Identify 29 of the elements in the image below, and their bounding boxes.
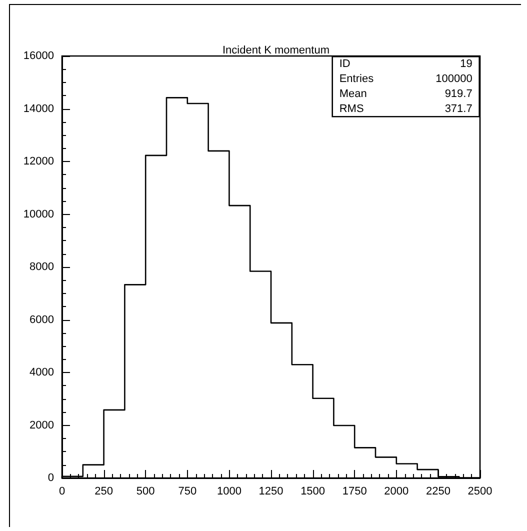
y-tick-label: 6000	[30, 314, 54, 326]
y-tick-label: 4000	[30, 366, 54, 378]
y-tick-label: 2000	[30, 419, 54, 432]
y-tick-label: 8000	[30, 261, 54, 273]
chart-title: Incident K momentum	[222, 44, 330, 56]
x-tick-label: 500	[136, 486, 155, 498]
x-tick-label: 250	[94, 486, 113, 498]
y-tick-label: 10000	[23, 208, 54, 220]
y-tick-label: 14000	[23, 102, 54, 115]
annotation: 19	[460, 58, 472, 70]
x-tick-label: 2500	[468, 486, 492, 498]
x-tick-label: 750	[178, 486, 197, 498]
annotation: 919.7	[444, 88, 472, 100]
x-tick-label: 1250	[258, 486, 284, 498]
annotation: Entries	[339, 73, 374, 86]
y-tick-label: 0	[48, 472, 54, 484]
annotation: 100000	[436, 73, 472, 86]
y-tick-label: 12000	[23, 156, 54, 168]
x-tick-label: 1000	[216, 486, 242, 498]
x-tick-label: 1750	[342, 486, 367, 498]
annotation: ID	[339, 58, 350, 70]
annotation: 371.7	[444, 103, 472, 116]
x-tick-label: 2000	[384, 486, 409, 498]
annotation: Mean	[339, 88, 367, 100]
x-tick-label: 2250	[426, 486, 450, 498]
y-tick-label: 16000	[23, 50, 54, 62]
x-tick-label: 1500	[300, 486, 326, 498]
annotation: RMS	[339, 103, 364, 116]
x-tick-label: 0	[58, 486, 66, 498]
